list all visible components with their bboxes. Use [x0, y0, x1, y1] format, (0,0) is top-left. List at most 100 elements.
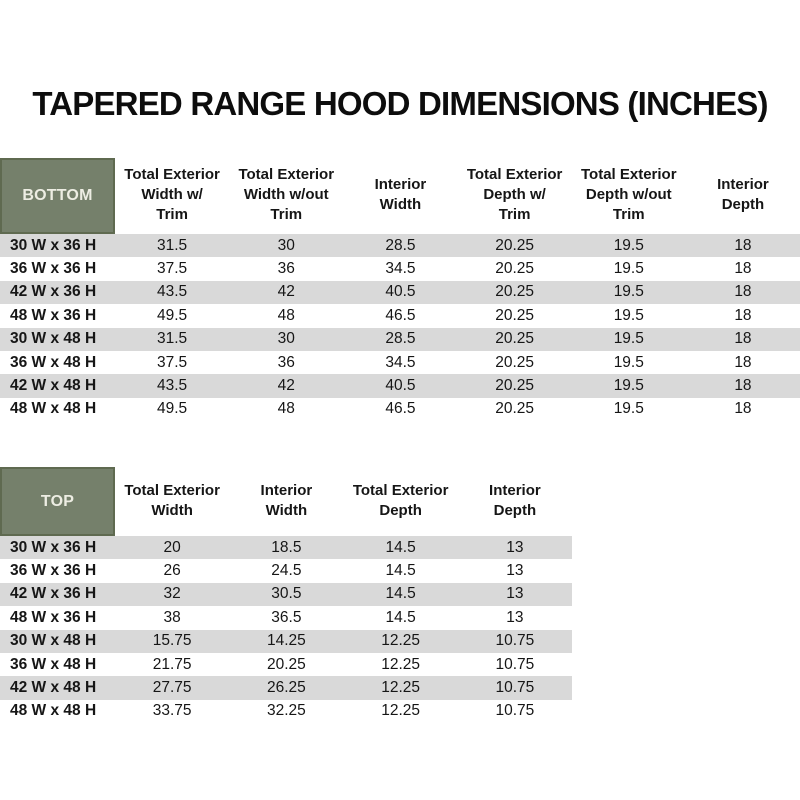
- cell-value: 20.25: [495, 377, 534, 395]
- column-header: Interior Width: [260, 481, 313, 519]
- cell-value: 36: [277, 353, 295, 371]
- column-header: Total Exterior Width: [124, 481, 220, 519]
- row-label: 42 W x 36 H: [10, 283, 97, 301]
- cell-value: 18: [734, 400, 752, 418]
- cell-value: 34.5: [385, 260, 416, 278]
- cell-value: 18: [734, 330, 752, 348]
- bottom-table-header-row: BOTTOM Total Exterior Width w/ Trim Total…: [0, 158, 800, 234]
- cell-value: 37.5: [157, 353, 188, 371]
- cell-value: 30.5: [271, 585, 302, 603]
- bottom-table-column-headers: Total Exterior Width w/ Trim Total Exteri…: [115, 158, 800, 234]
- cell-value: 26.25: [266, 679, 306, 697]
- cell-value: 14.5: [385, 608, 416, 626]
- cell-value: 18: [734, 260, 752, 278]
- cell-value: 10.75: [495, 655, 535, 673]
- cell-value: 27.75: [152, 679, 192, 697]
- row-label: 42 W x 36 H: [10, 585, 97, 603]
- cell-value: 38: [163, 608, 181, 626]
- cell-value: 37.5: [157, 260, 188, 278]
- cell-value: 19.5: [613, 236, 644, 254]
- row-label: 42 W x 48 H: [10, 679, 97, 697]
- cell-value: 19.5: [613, 260, 644, 278]
- cell-value: 18.5: [271, 538, 302, 556]
- cell-value: 36.5: [271, 608, 302, 626]
- page-title: TAPERED RANGE HOOD DIMENSIONS (INCHES): [32, 85, 768, 123]
- column-header: Total Exterior Depth w/ Trim: [466, 166, 563, 223]
- bottom-table-corner-label: BOTTOM: [0, 158, 115, 234]
- table-row: 42 W x 36 H 32 30.5 14.5 13: [0, 582, 572, 607]
- table-row: 48 W x 48 H 33.75 32.25 12.25 10.75: [0, 699, 572, 724]
- cell-value: 19.5: [613, 400, 644, 418]
- row-label: 48 W x 48 H: [10, 400, 97, 418]
- cell-value: 32: [163, 585, 181, 603]
- row-label: 36 W x 36 H: [10, 260, 97, 278]
- top-table-header-row: TOP Total Exterior Width Interior Width To…: [0, 467, 572, 536]
- cell-value: 14.25: [266, 632, 306, 650]
- cell-value: 19.5: [613, 330, 644, 348]
- cell-value: 31.5: [157, 330, 188, 348]
- row-label: 36 W x 48 H: [10, 655, 97, 673]
- cell-value: 48: [277, 400, 295, 418]
- cell-value: 36: [277, 260, 295, 278]
- cell-value: 12.25: [381, 679, 421, 697]
- cell-value: 33.75: [152, 702, 192, 720]
- cell-value: 42: [277, 283, 295, 301]
- cell-value: 12.25: [381, 632, 421, 650]
- cell-value: 20.25: [495, 353, 534, 371]
- column-header: Total Exterior Depth: [352, 481, 449, 519]
- cell-value: 21.75: [152, 655, 192, 673]
- cell-value: 48: [277, 306, 295, 324]
- column-header: Interior Depth: [717, 176, 769, 213]
- cell-value: 19.5: [613, 377, 644, 395]
- cell-value: 10.75: [495, 702, 535, 720]
- table-row: 48 W x 36 H 49.5 48 46.5 20.25 19.5 18: [0, 304, 800, 328]
- cell-value: 46.5: [385, 306, 416, 324]
- cell-value: 13: [506, 538, 524, 556]
- cell-value: 28.5: [385, 236, 416, 254]
- cell-value: 43.5: [157, 377, 188, 395]
- cell-value: 19.5: [613, 353, 644, 371]
- cell-value: 10.75: [495, 679, 535, 697]
- table-row: 36 W x 48 H 21.75 20.25 12.25 10.75: [0, 652, 572, 677]
- cell-value: 12.25: [381, 702, 421, 720]
- cell-value: 18: [734, 236, 752, 254]
- cell-value: 20.25: [495, 283, 534, 301]
- column-header: Total Exterior Width w/ Trim: [124, 166, 220, 223]
- table-row: 30 W x 48 H 31.5 30 28.5 20.25 19.5 18: [0, 327, 800, 351]
- cell-value: 42: [277, 377, 295, 395]
- table-row: 36 W x 48 H 37.5 36 34.5 20.25 19.5 18: [0, 350, 800, 375]
- cell-value: 19.5: [613, 283, 644, 301]
- column-header: Total Exterior Depth w/out Trim: [580, 166, 677, 223]
- top-dimensions-table: TOP Total Exterior Width Interior Width To…: [0, 467, 572, 724]
- row-label: 30 W x 36 H: [10, 538, 97, 556]
- table-row: 42 W x 48 H 27.75 26.25 12.25 10.75: [0, 676, 572, 700]
- row-label: 36 W x 36 H: [10, 562, 97, 580]
- cell-value: 12.25: [381, 655, 421, 673]
- cell-value: 20: [163, 538, 181, 556]
- table-row: 36 W x 36 H 26 24.5 14.5 13: [0, 559, 572, 583]
- cell-value: 20.25: [495, 306, 534, 324]
- table-row: 30 W x 48 H 15.75 14.25 12.25 10.75: [0, 629, 572, 653]
- cell-value: 49.5: [157, 400, 188, 418]
- row-label: 30 W x 36 H: [10, 236, 97, 254]
- table-row: 36 W x 36 H 37.5 36 34.5 20.25 19.5 18: [0, 257, 800, 281]
- top-table-rows: 30 W x 36 H 20 18.5 14.5 13 36 W x 36 H 26 24.5…: [0, 536, 572, 724]
- cell-value: 20.25: [495, 236, 534, 254]
- cell-value: 30: [277, 330, 295, 348]
- row-label: 48 W x 36 H: [10, 608, 97, 626]
- bottom-table-rows: 30 W x 36 H 31.5 30 28.5 20.25 19.5 18 36 W x 3…: [0, 234, 800, 422]
- cell-value: 13: [506, 608, 524, 626]
- cell-value: 18: [734, 283, 752, 301]
- cell-value: 28.5: [385, 330, 416, 348]
- top-table-column-headers: Total Exterior Width Interior Width Total …: [115, 467, 572, 536]
- row-label: 30 W x 48 H: [10, 330, 97, 348]
- cell-value: 18: [734, 377, 752, 395]
- cell-value: 26: [163, 562, 181, 580]
- cell-value: 15.75: [152, 632, 192, 650]
- cell-value: 49.5: [157, 306, 188, 324]
- cell-value: 34.5: [385, 353, 416, 371]
- table-row: 42 W x 36 H 43.5 42 40.5 20.25 19.5 18: [0, 280, 800, 305]
- cell-value: 20.25: [495, 400, 534, 418]
- cell-value: 20.25: [495, 260, 534, 278]
- row-label: 30 W x 48 H: [10, 632, 97, 650]
